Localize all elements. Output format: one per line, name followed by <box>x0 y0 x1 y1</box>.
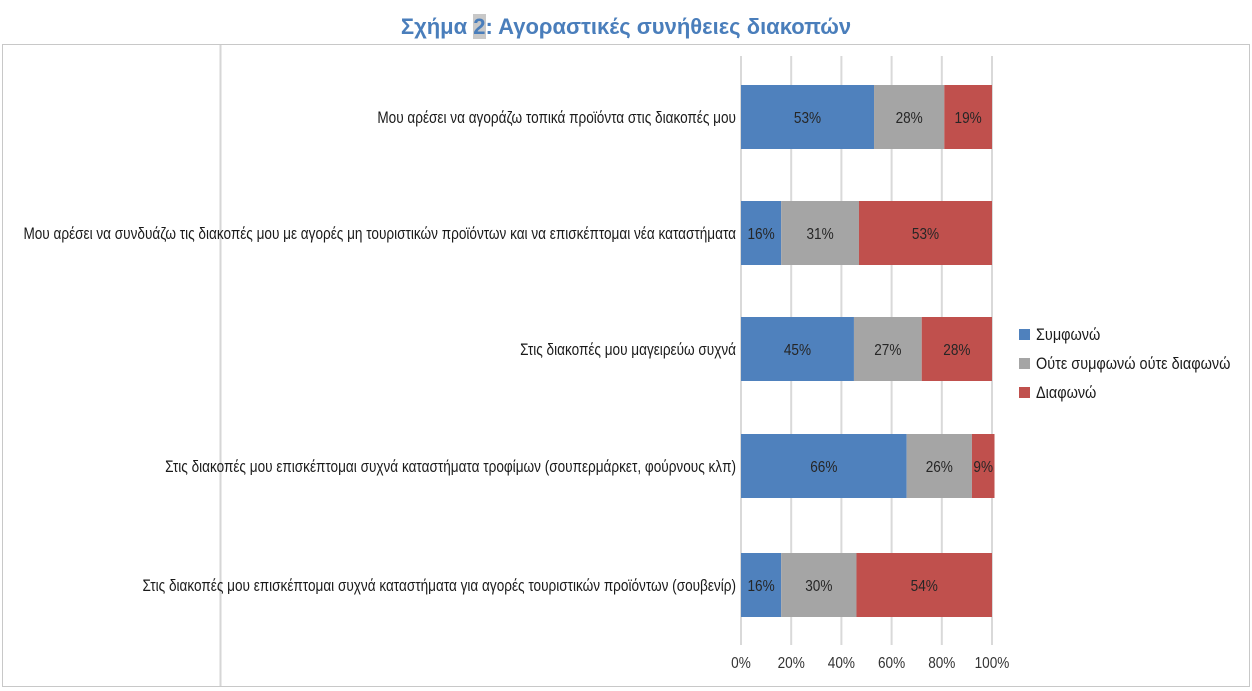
data-label: 19% <box>955 110 982 127</box>
bar-segment <box>781 553 857 617</box>
bar-segment <box>856 553 992 617</box>
category-label: Μου αρέσει να αγοράζω τοπικά προϊόντα στ… <box>377 109 736 128</box>
x-tick-label: 0% <box>731 655 751 672</box>
bar-segment <box>853 317 922 381</box>
category-label: Στις διακοπές μου μαγειρεύω συχνά <box>520 341 736 360</box>
chart-border <box>2 44 1250 687</box>
data-label: 26% <box>926 459 953 476</box>
x-tick-label: 80% <box>928 655 955 672</box>
data-label: 27% <box>874 342 901 359</box>
data-label: 28% <box>896 110 923 127</box>
bar-segment <box>858 201 992 265</box>
x-tick-label: 100% <box>975 655 1010 672</box>
legend-label: Διαφωνώ <box>1036 384 1096 402</box>
category-label: Στις διακοπές μου επισκέπτομαι συχνά κατ… <box>143 577 736 596</box>
category-label: Μου αρέσει να συνδυάζω τις διακοπές μου … <box>23 225 736 244</box>
bar-segment <box>921 317 992 381</box>
title-prefix: Σχήμα <box>400 14 474 39</box>
data-label: 28% <box>943 342 970 359</box>
data-label: 9% <box>973 459 993 476</box>
x-tick-label: 20% <box>778 655 805 672</box>
title-number: 2 <box>473 14 486 39</box>
data-label: 16% <box>747 226 774 243</box>
data-label: 45% <box>784 342 811 359</box>
data-label: 16% <box>747 578 774 595</box>
bar-segment <box>741 553 782 617</box>
data-label: 53% <box>912 226 939 243</box>
legend-swatch <box>1019 329 1030 340</box>
legend-label: Ούτε συμφωνώ ούτε διαφωνώ <box>1036 355 1230 373</box>
bar-segment <box>944 85 992 149</box>
x-tick-label: 60% <box>878 655 905 672</box>
data-label: 54% <box>911 578 938 595</box>
x-tick-label: 40% <box>828 655 855 672</box>
data-label: 66% <box>810 459 837 476</box>
bar-segment <box>741 434 907 498</box>
bar-segment <box>781 201 859 265</box>
legend-swatch <box>1019 387 1030 398</box>
bar-segment <box>741 317 854 381</box>
bar-segment <box>741 85 875 149</box>
data-label: 31% <box>806 226 833 243</box>
data-label: 53% <box>794 110 821 127</box>
legend-swatch <box>1019 358 1030 369</box>
category-label: Στις διακοπές μου επισκέπτομαι συχνά κατ… <box>165 458 736 477</box>
legend-label: Συμφωνώ <box>1036 326 1100 344</box>
bar-segment <box>971 434 995 498</box>
data-label: 30% <box>805 578 832 595</box>
bar-segment <box>874 85 945 149</box>
chart-title: Σχήμα 2: Αγοραστικές συνήθειες διακοπών <box>0 14 1252 40</box>
title-rest: : Αγοραστικές συνήθειες διακοπών <box>485 14 852 39</box>
bar-segment <box>741 201 782 265</box>
bar-segment <box>906 434 972 498</box>
